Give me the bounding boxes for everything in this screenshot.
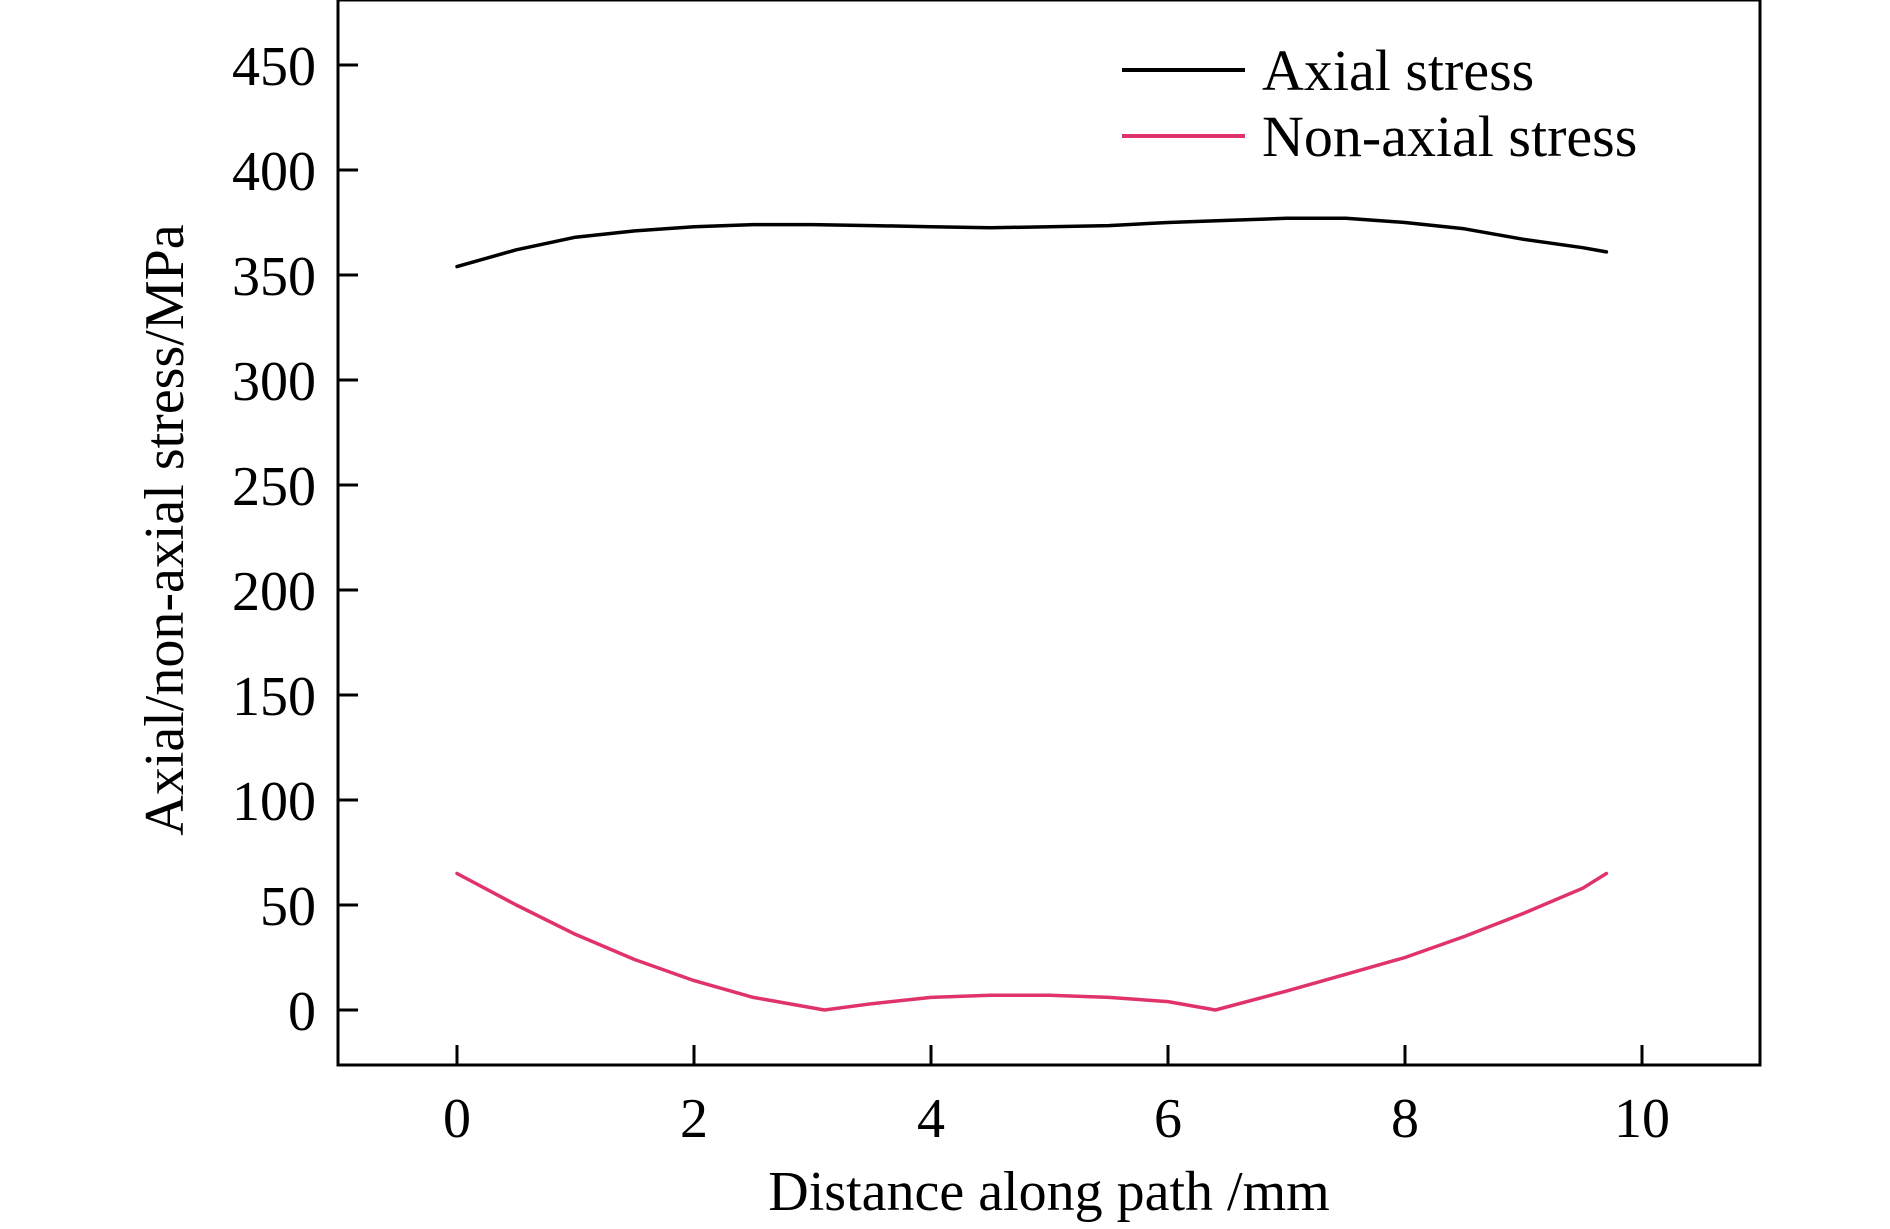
y-tick-label: 150 xyxy=(232,666,316,728)
legend: Axial stress Non-axial stress xyxy=(1122,38,1637,169)
x-axis-ticks: 0 2 4 6 8 10 xyxy=(443,1045,1670,1150)
legend-label-non-axial: Non-axial stress xyxy=(1262,104,1637,169)
x-tick-label: 2 xyxy=(680,1088,708,1150)
x-tick-label: 10 xyxy=(1614,1088,1670,1150)
legend-label-axial: Axial stress xyxy=(1262,38,1534,103)
x-axis-label: Distance along path /mm xyxy=(768,1161,1329,1223)
x-tick-label: 8 xyxy=(1391,1088,1419,1150)
plot-frame xyxy=(336,0,1762,1067)
series-line-axial-stress xyxy=(455,216,1609,269)
x-tick-label: 4 xyxy=(917,1088,945,1150)
y-tick-label: 250 xyxy=(232,456,316,518)
y-tick-label: 200 xyxy=(232,561,316,623)
y-tick-label: 300 xyxy=(232,351,316,413)
y-tick-label: 350 xyxy=(232,246,316,308)
y-axis-label: Axial/non-axial stress/MPa xyxy=(134,224,196,835)
y-tick-label: 100 xyxy=(232,771,316,833)
y-axis-ticks: 0 50 100 150 200 250 300 350 400 450 xyxy=(232,36,358,1043)
y-tick-label: 400 xyxy=(232,141,316,203)
y-tick-label: 0 xyxy=(288,981,316,1043)
y-tick-label: 50 xyxy=(260,876,316,938)
y-tick-label: 450 xyxy=(232,36,316,98)
series-line-non-axial-stress xyxy=(455,871,1609,1012)
x-tick-label: 6 xyxy=(1154,1088,1182,1150)
x-tick-label: 0 xyxy=(443,1088,471,1150)
series-layer xyxy=(455,216,1609,1012)
